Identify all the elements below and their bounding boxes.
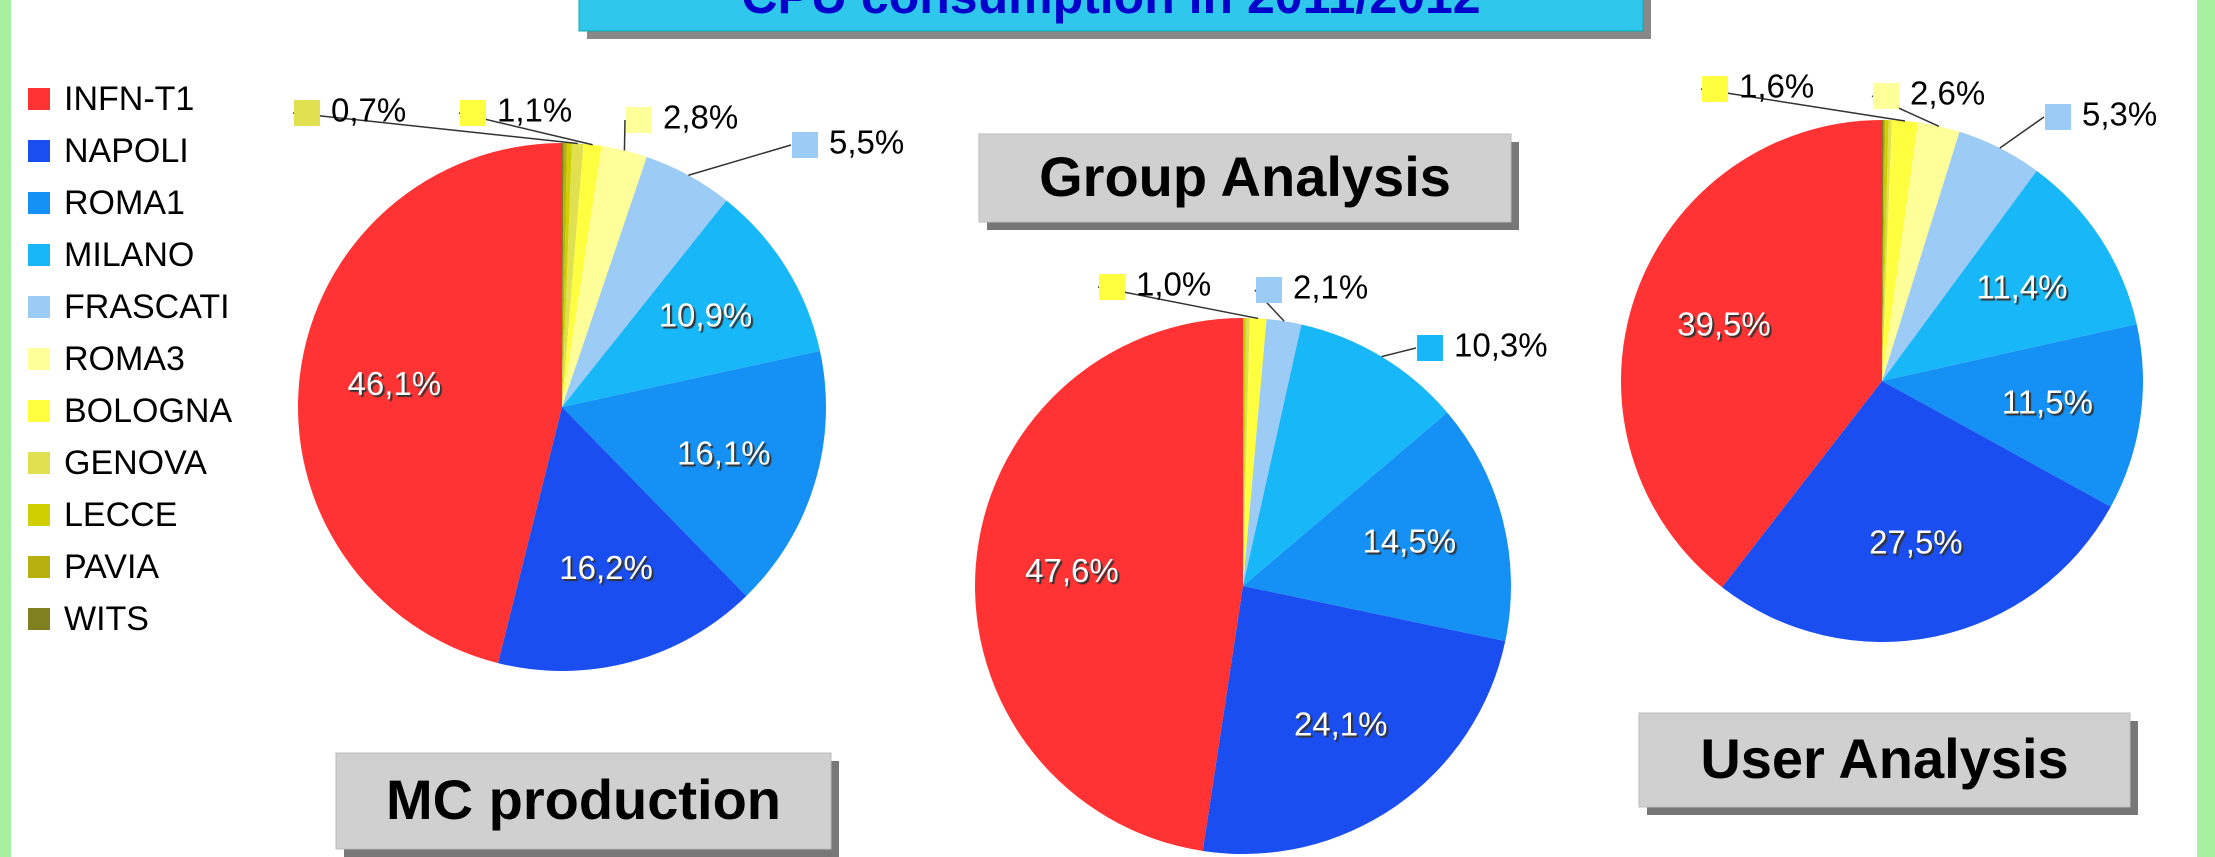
legend-label: WITS <box>64 600 149 638</box>
pie-slice <box>1243 318 1247 586</box>
legend-label: ROMA3 <box>64 340 185 378</box>
legend-swatch <box>28 556 50 578</box>
legend-swatch <box>28 88 50 110</box>
pie-slice <box>1882 131 2037 381</box>
label-key <box>792 132 818 158</box>
leader-line <box>1700 88 1906 122</box>
pie-slice <box>562 143 567 407</box>
data-label: 39,5% <box>1677 306 1771 343</box>
pie-slice <box>562 200 820 407</box>
pie-slice <box>1202 586 1506 855</box>
pie-slice <box>1243 318 1250 586</box>
data-label: 46,1% <box>348 365 442 402</box>
label-key <box>1873 83 1899 109</box>
data-label: 5,5% <box>829 124 904 161</box>
pie-slice <box>1882 120 1892 381</box>
data-label: 11,5% <box>2002 383 2093 420</box>
label-key <box>460 100 486 126</box>
legend-swatch <box>28 452 50 474</box>
pie-slice <box>562 145 647 407</box>
legend-swatch <box>28 348 50 370</box>
pie-slice <box>562 143 602 407</box>
pie-slice <box>562 143 564 407</box>
legend-swatch <box>28 140 50 162</box>
title-box <box>335 752 832 850</box>
legend-label: GENOVA <box>64 444 207 482</box>
legend-swatch <box>28 296 50 318</box>
pie-slice <box>1243 318 1267 586</box>
data-label: 2,6% <box>1910 75 1985 112</box>
legend-swatch <box>28 504 50 526</box>
label-key <box>626 107 652 133</box>
legend-swatch <box>28 244 50 266</box>
label-key <box>1417 335 1443 361</box>
pie-slice <box>497 407 747 671</box>
legend-label: PAVIA <box>64 548 159 586</box>
data-label: 1,0% <box>1136 266 1211 303</box>
data-label: 24,1% <box>1294 706 1388 743</box>
data-label: 2,1% <box>1293 269 1368 306</box>
title-box <box>1638 712 2131 808</box>
legend-label: LECCE <box>64 496 177 534</box>
pie-title: MC production <box>386 768 781 831</box>
data-label: 11,4% <box>1976 268 2067 305</box>
leader-line <box>688 144 792 176</box>
label-key <box>294 100 320 126</box>
pie-slice <box>297 143 562 664</box>
label-key <box>1099 274 1125 300</box>
data-label: 10,3% <box>1454 327 1548 364</box>
pie-title: Group Analysis <box>1039 145 1451 208</box>
pie-slice <box>1722 381 2111 642</box>
title-box <box>578 0 1644 32</box>
legend-swatch <box>28 192 50 214</box>
data-label: 27,5% <box>1869 523 1963 560</box>
pie-slice <box>1882 120 1918 381</box>
pie-slice <box>562 351 826 597</box>
legend-label: BOLOGNA <box>64 392 232 430</box>
pie-slice <box>562 143 572 407</box>
leader-line <box>623 119 626 151</box>
pie-slice <box>1243 319 1302 586</box>
data-label: 1,1% <box>497 92 572 129</box>
data-label: 16,2% <box>559 549 653 586</box>
legend-label: MILANO <box>64 236 194 274</box>
pie-slice <box>1243 412 1511 642</box>
data-label: 47,6% <box>1025 552 1119 589</box>
data-label: 1,6% <box>1739 68 1814 105</box>
data-label: 16,1% <box>677 434 771 471</box>
pie-slice <box>1882 170 2137 381</box>
legend-label: ROMA1 <box>64 184 185 222</box>
leader-line <box>292 112 578 145</box>
data-label: 14,5% <box>1362 523 1456 560</box>
main-title: CPU consumption in 2011/2012 <box>741 0 1480 24</box>
title-box <box>978 133 1512 223</box>
legend-label: FRASCATI <box>64 288 230 326</box>
pie-slice <box>562 143 584 408</box>
data-label: 0,7% <box>331 92 406 129</box>
pie-slice <box>1243 324 1448 586</box>
pie-slice <box>975 318 1243 851</box>
label-key <box>2045 104 2071 130</box>
legend-swatch <box>28 400 50 422</box>
pie-title: User Analysis <box>1700 727 2068 790</box>
pie-slice <box>1882 120 1886 381</box>
legend-label: INFN-T1 <box>64 80 194 118</box>
pie-slice <box>562 156 727 407</box>
pie-slice <box>1882 122 1960 382</box>
leader-line <box>1381 347 1417 358</box>
label-key <box>1702 76 1728 102</box>
legend-swatch <box>28 608 50 630</box>
data-label: 10,9% <box>659 297 753 334</box>
pie-slice <box>1882 120 1889 382</box>
pie-slice <box>1882 324 2144 507</box>
leader-line <box>1999 116 2045 149</box>
pie-slice <box>1621 120 1882 588</box>
pie-slice <box>1882 120 1884 381</box>
label-key <box>1256 277 1282 303</box>
legend-label: NAPOLI <box>64 132 189 170</box>
data-label: 5,3% <box>2082 96 2157 133</box>
data-label: 2,8% <box>663 99 738 136</box>
